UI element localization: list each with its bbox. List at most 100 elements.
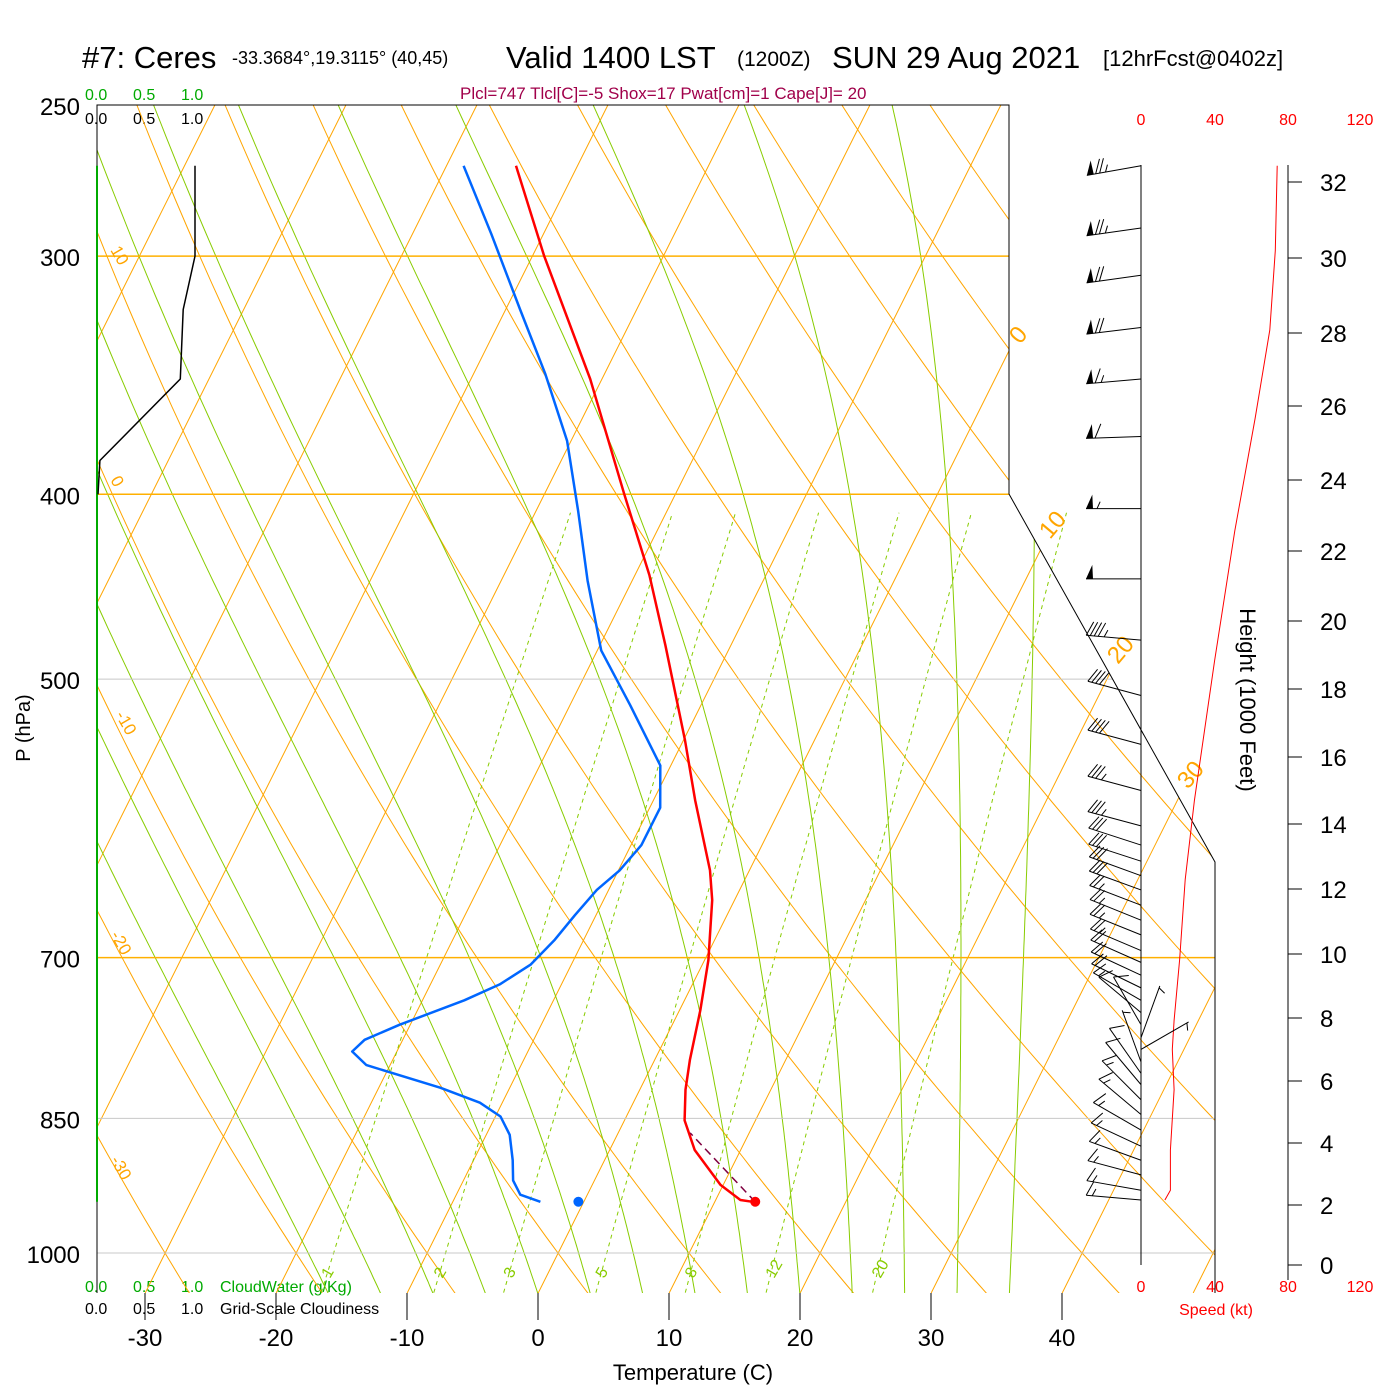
barb-staff	[1088, 827, 1142, 846]
barb-feather	[1101, 1054, 1117, 1062]
barb-feather	[1098, 266, 1105, 282]
surface-temperature-dot	[750, 1196, 761, 1207]
mixing-ratio-line	[684, 512, 900, 1293]
barb-feather	[1092, 846, 1105, 859]
cloudiness-legend: Grid-Scale Cloudiness	[220, 1301, 379, 1318]
scale-label: 0.5	[133, 87, 155, 104]
mixing-ratio-label: 12	[763, 1257, 787, 1281]
barb-feather	[1096, 862, 1108, 875]
barb-staff	[1109, 1028, 1142, 1074]
cloudiness-scale-top: 0.0 0.5 1.0	[85, 111, 203, 128]
barb-feather	[1085, 621, 1095, 636]
dry-adiabat-line	[1194, 105, 1215, 1293]
wind-barb	[1101, 1054, 1142, 1101]
scale-label: 0.0	[85, 1279, 107, 1296]
height-tick-label: 26	[1320, 394, 1347, 421]
dry-adiabat-line	[136, 105, 855, 1293]
barb-feather	[1093, 622, 1103, 637]
mixing-ratio-line	[503, 512, 736, 1293]
barb-feather	[1085, 1181, 1095, 1196]
barb-staff	[1098, 1078, 1142, 1115]
barb-half-feather	[1098, 912, 1106, 919]
barb-half-feather	[1091, 1188, 1097, 1196]
temperature-profile	[514, 165, 753, 1204]
barb-feather	[1087, 669, 1098, 682]
dry-adiabat-line	[97, 105, 589, 1293]
plot-frame	[96, 104, 1216, 1293]
speed-tick-label: 120	[1347, 112, 1374, 129]
scale-label: 0.5	[133, 1279, 155, 1296]
scale-label: 1.0	[181, 1301, 203, 1318]
scale-label: 0.0	[85, 111, 107, 128]
barb-feather	[1087, 764, 1098, 777]
barb-feather	[1094, 266, 1101, 282]
cloudwater-scale-bottom: 0.0 0.5 1.0 CloudWater (g/Kg)	[85, 1279, 352, 1296]
barb-feather	[1090, 1112, 1104, 1124]
wind-barb	[1121, 1010, 1142, 1063]
pressure-tick-label: 250	[40, 94, 80, 121]
theta-label: -20	[107, 928, 136, 959]
dry-adiabat-line	[224, 105, 987, 1293]
forecast-info: [12hrFcst@0402z]	[1103, 46, 1283, 71]
barb-feather	[1094, 955, 1108, 966]
wind-barb	[1098, 1072, 1142, 1115]
barb-feather	[1092, 833, 1104, 846]
moist-adiabat-line	[97, 105, 382, 1293]
dry-adiabat-line	[665, 105, 1215, 1293]
pressure-tick-label: 1000	[27, 1242, 80, 1269]
barb-feather	[1098, 970, 1113, 978]
barb-feather	[1090, 918, 1102, 930]
mixing-ratio-line	[872, 512, 1067, 1293]
wind-barb	[1085, 621, 1142, 641]
barb-staff	[1089, 1140, 1142, 1161]
moist-adiabat-line	[737, 105, 906, 1293]
isotherm-line	[97, 105, 347, 1293]
barb-staff	[1121, 1010, 1142, 1063]
moist-adiabat-line	[1008, 105, 1035, 1293]
x-tick-label: -20	[259, 1325, 294, 1352]
moist-adiabat-line	[97, 105, 539, 1293]
wind-barb	[1086, 266, 1142, 284]
barb-feather	[1094, 931, 1107, 943]
pressure-tick-label: 300	[40, 245, 80, 272]
barb-feather	[1095, 818, 1107, 831]
scale-label: 0.0	[85, 1301, 107, 1318]
x-axis-title: Temperature (C)	[613, 1360, 773, 1385]
x-tick-label: -10	[390, 1325, 425, 1352]
barb-staff	[1089, 899, 1142, 921]
speed-axis-title: Speed (kt)	[1179, 1302, 1253, 1319]
pressure-tick-label: 500	[40, 668, 80, 695]
barb-feather	[1089, 874, 1101, 886]
barb-staff	[1093, 1102, 1142, 1131]
speed-tick-label: 80	[1279, 112, 1297, 129]
barb-feather	[1088, 859, 1101, 872]
moist-adiabat-line	[97, 105, 329, 1293]
barb-half-feather	[1096, 501, 1101, 509]
barb-staff	[1086, 227, 1142, 237]
scale-label: 0.0	[85, 87, 107, 104]
wind-barb	[1087, 669, 1142, 696]
barb-staff	[1090, 1122, 1142, 1147]
barb-pennant	[1086, 160, 1094, 176]
barb-staff	[1087, 775, 1142, 791]
isotherm-line	[97, 105, 609, 1293]
pressure-tick-label: 700	[40, 947, 80, 974]
theta-label: -10	[112, 708, 141, 739]
x-tick-label: 0	[531, 1325, 544, 1352]
barb-staff	[1093, 972, 1142, 1001]
barb-feather	[1093, 919, 1106, 931]
mixing-ratio-label: 20	[869, 1257, 893, 1281]
moist-adiabat-line	[97, 105, 434, 1293]
barb-half-feather	[1106, 1061, 1114, 1066]
dewpoint-profile	[350, 165, 662, 1203]
height-axis-title: Height (1000 Feet)	[1235, 608, 1260, 791]
dry-adiabat-line	[312, 105, 1120, 1293]
height-tick-label: 6	[1320, 1069, 1333, 1096]
wind-barb	[1086, 317, 1142, 335]
wind-barb	[1086, 423, 1142, 439]
moist-adiabat-line	[231, 105, 696, 1293]
wind-barb	[1087, 764, 1142, 791]
barb-pennant	[1086, 494, 1093, 509]
x-tick-label: 30	[918, 1325, 945, 1352]
pressure-tick-label: 400	[40, 483, 80, 510]
